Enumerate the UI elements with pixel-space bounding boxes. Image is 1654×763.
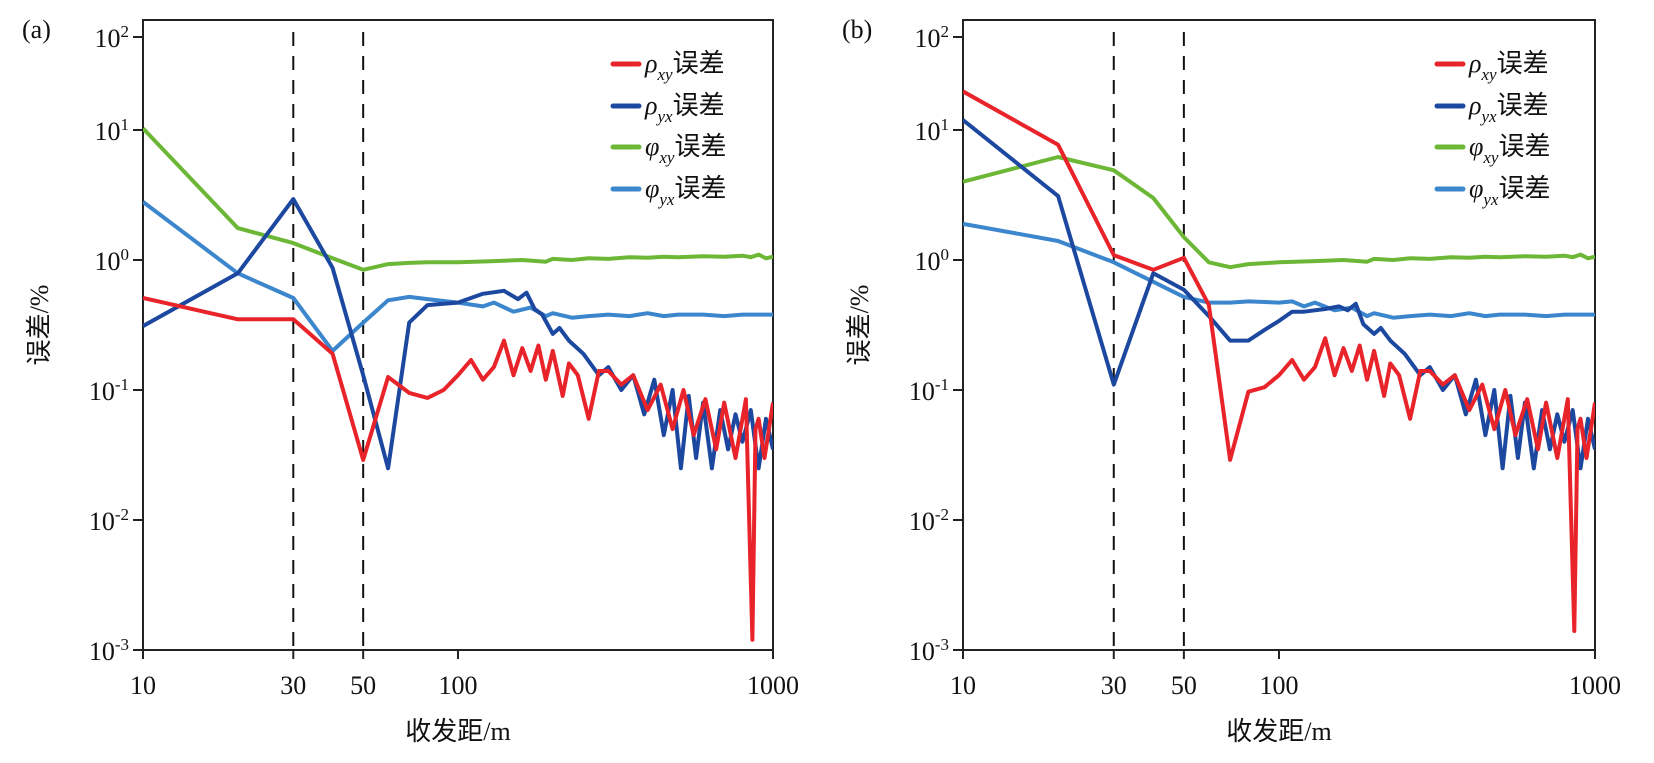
legend-entry-phi-yx: φyx误差 bbox=[645, 174, 727, 209]
x-tick-label: 50 bbox=[1171, 671, 1197, 700]
legend-entry-rho-xy: ρxy误差 bbox=[1468, 49, 1549, 84]
y-tick-label: 101 bbox=[95, 115, 130, 146]
x-tick-label: 10 bbox=[950, 671, 976, 700]
y-tick-label: 10-3 bbox=[909, 635, 949, 666]
legend-entry-phi-xy: φxy误差 bbox=[645, 132, 727, 167]
y-tick-label: 102 bbox=[915, 22, 950, 53]
x-tick-label: 1000 bbox=[1569, 671, 1621, 700]
y-axis-title: 误差/% bbox=[845, 285, 874, 366]
y-tick-label: 10-2 bbox=[89, 505, 129, 536]
x-axis-title: 收发距/m bbox=[405, 717, 510, 746]
x-tick-label: 30 bbox=[1101, 671, 1127, 700]
legend-entry-rho-yx: ρyx误差 bbox=[1468, 91, 1549, 126]
x-tick-label: 30 bbox=[280, 671, 306, 700]
y-tick-label: 10-2 bbox=[909, 505, 949, 536]
y-tick-label: 10-1 bbox=[909, 375, 949, 406]
y-tick-label: 100 bbox=[915, 245, 950, 276]
panel-b: 102 101 100 10-1 10-2 10-310 30 50 100 1000 收发距/m 误… bbox=[842, 15, 1621, 746]
legend-entry-phi-yx: φyx误差 bbox=[1469, 174, 1551, 209]
series-line-phi-xy bbox=[143, 127, 773, 272]
x-tick-label: 1000 bbox=[747, 671, 799, 700]
series-line-rho-xy bbox=[963, 89, 1595, 633]
series-line-rho-yx bbox=[143, 197, 773, 471]
x-tick-label: 10 bbox=[130, 671, 156, 700]
panel-a: 102 101 100 10-1 10-2 10-310 30 50 100 1000 收发距/m 误… bbox=[22, 15, 799, 746]
panel-label: (a) bbox=[22, 15, 51, 44]
panel-label: (b) bbox=[842, 15, 872, 44]
series-line-phi-yx bbox=[143, 200, 773, 353]
y-tick-label: 102 bbox=[95, 22, 130, 53]
x-tick-label: 100 bbox=[1260, 671, 1299, 700]
x-tick-label: 100 bbox=[439, 671, 478, 700]
y-tick-label: 101 bbox=[915, 115, 950, 146]
series-line-rho-xy bbox=[143, 296, 773, 642]
series-line-phi-xy bbox=[963, 155, 1595, 270]
y-tick-label: 10-1 bbox=[89, 375, 129, 406]
series-line-phi-yx bbox=[963, 221, 1595, 320]
y-tick-label: 100 bbox=[95, 245, 130, 276]
legend-entry-rho-yx: ρyx误差 bbox=[644, 91, 725, 126]
y-axis-title: 误差/% bbox=[25, 285, 54, 366]
x-axis-title: 收发距/m bbox=[1226, 717, 1331, 746]
x-tick-label: 50 bbox=[350, 671, 376, 700]
legend-entry-phi-xy: φxy误差 bbox=[1469, 132, 1551, 167]
legend-entry-rho-xy: ρxy误差 bbox=[644, 49, 725, 84]
series-line-rho-yx bbox=[963, 118, 1595, 471]
y-tick-label: 10-3 bbox=[89, 635, 129, 666]
